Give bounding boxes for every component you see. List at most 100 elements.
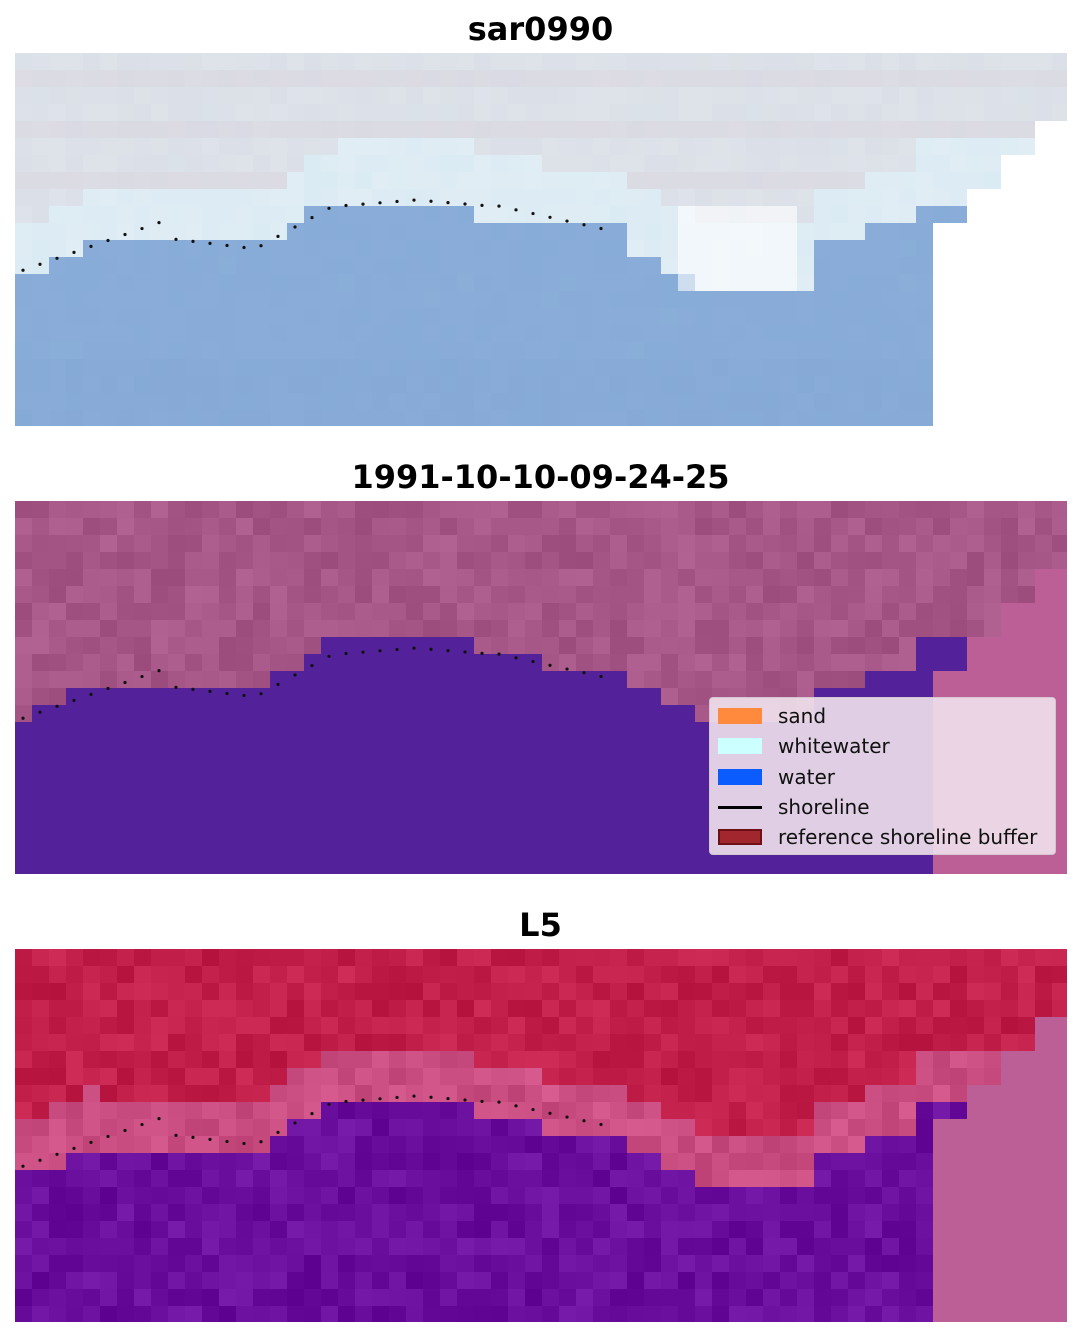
classified-pixel [525, 535, 543, 553]
rgb-pixel [83, 410, 101, 426]
rgb-pixel [100, 172, 118, 190]
index-pixel [83, 1034, 101, 1052]
index-pixel [593, 1068, 611, 1086]
rgb-pixel [848, 240, 866, 258]
index-pixel [967, 1238, 985, 1256]
index-pixel [253, 1068, 271, 1086]
index-pixel [610, 1000, 628, 1018]
classified-pixel [848, 552, 866, 570]
index-pixel [168, 966, 186, 984]
rgb-pixel [321, 240, 339, 258]
classified-pixel [967, 654, 985, 672]
classified-pixel [151, 790, 169, 808]
rgb-pixel [270, 121, 288, 139]
classified-pixel [372, 501, 390, 519]
rgb-pixel [933, 121, 951, 139]
rgb-pixel [712, 155, 730, 173]
classified-pixel [66, 637, 84, 655]
classified-pixel [474, 637, 492, 655]
index-pixel [32, 1238, 50, 1256]
shoreline-dot [463, 202, 467, 206]
rgb-pixel [967, 121, 985, 139]
rgb-pixel [593, 257, 611, 275]
classified-pixel [338, 705, 356, 723]
classified-pixel [219, 824, 237, 842]
index-pixel [1052, 1289, 1067, 1307]
classified-pixel [117, 705, 135, 723]
index-pixel [423, 1238, 441, 1256]
index-pixel [134, 1051, 152, 1069]
rgb-pixel [950, 342, 968, 360]
index-pixel [814, 1238, 832, 1256]
index-pixel [576, 1187, 594, 1205]
rgb-pixel [236, 53, 254, 71]
rgb-pixel [610, 223, 628, 241]
classified-pixel [491, 739, 509, 757]
rgb-pixel [66, 257, 84, 275]
index-pixel [185, 1170, 203, 1188]
index-pixel [576, 966, 594, 984]
index-pixel [1035, 1221, 1053, 1239]
rgb-pixel [729, 223, 747, 241]
index-pixel [253, 1119, 271, 1137]
index-pixel [814, 1017, 832, 1035]
classified-pixel [304, 824, 322, 842]
classified-pixel [83, 603, 101, 621]
rgb-pixel [168, 393, 186, 411]
classified-pixel [134, 773, 152, 791]
index-pixel [83, 1119, 101, 1137]
rgb-pixel [15, 206, 33, 224]
index-pixel [695, 1000, 713, 1018]
classified-pixel [32, 739, 50, 757]
classified-pixel [712, 620, 730, 638]
classified-pixel [15, 807, 33, 825]
index-pixel [15, 1102, 33, 1120]
classified-pixel [780, 671, 798, 689]
rgb-pixel [712, 223, 730, 241]
classified-pixel [440, 807, 458, 825]
classified-pixel [678, 535, 696, 553]
rgb-pixel [967, 359, 985, 377]
rgb-pixel [950, 393, 968, 411]
rgb-pixel [83, 393, 101, 411]
rgb-pixel [304, 308, 322, 326]
classified-pixel [100, 603, 118, 621]
classified-pixel [440, 569, 458, 587]
classified-pixel [338, 535, 356, 553]
rgb-pixel [389, 359, 407, 377]
classified-pixel [117, 688, 135, 706]
rgb-pixel [763, 274, 781, 292]
classified-pixel [83, 501, 101, 519]
rgb-pixel [236, 189, 254, 207]
index-pixel [576, 983, 594, 1001]
legend-label-sand: sand [778, 704, 827, 728]
classified-pixel [763, 518, 781, 536]
rgb-pixel [933, 325, 951, 343]
rgb-pixel [831, 325, 849, 343]
index-pixel [967, 1289, 985, 1307]
index-pixel [865, 1034, 883, 1052]
index-pixel [117, 1068, 135, 1086]
rgb-pixel [406, 240, 424, 258]
classified-pixel [304, 535, 322, 553]
index-pixel [712, 1119, 730, 1137]
sand-swatch [718, 708, 762, 724]
index-pixel [66, 1238, 84, 1256]
rgb-pixel [32, 240, 50, 258]
classified-pixel [100, 773, 118, 791]
classified-pixel [865, 535, 883, 553]
rgb-pixel [202, 393, 220, 411]
classified-pixel [423, 807, 441, 825]
rgb-pixel [610, 274, 628, 292]
rgb-pixel [321, 53, 339, 71]
index-pixel [525, 966, 543, 984]
classified-pixel [440, 637, 458, 655]
classified-pixel [372, 552, 390, 570]
rgb-pixel [151, 121, 169, 139]
classified-pixel [627, 671, 645, 689]
rgb-pixel [100, 70, 118, 88]
index-pixel [321, 983, 339, 1001]
rgb-pixel [780, 291, 798, 309]
rgb-pixel [219, 325, 237, 343]
rgb-pixel [185, 308, 203, 326]
